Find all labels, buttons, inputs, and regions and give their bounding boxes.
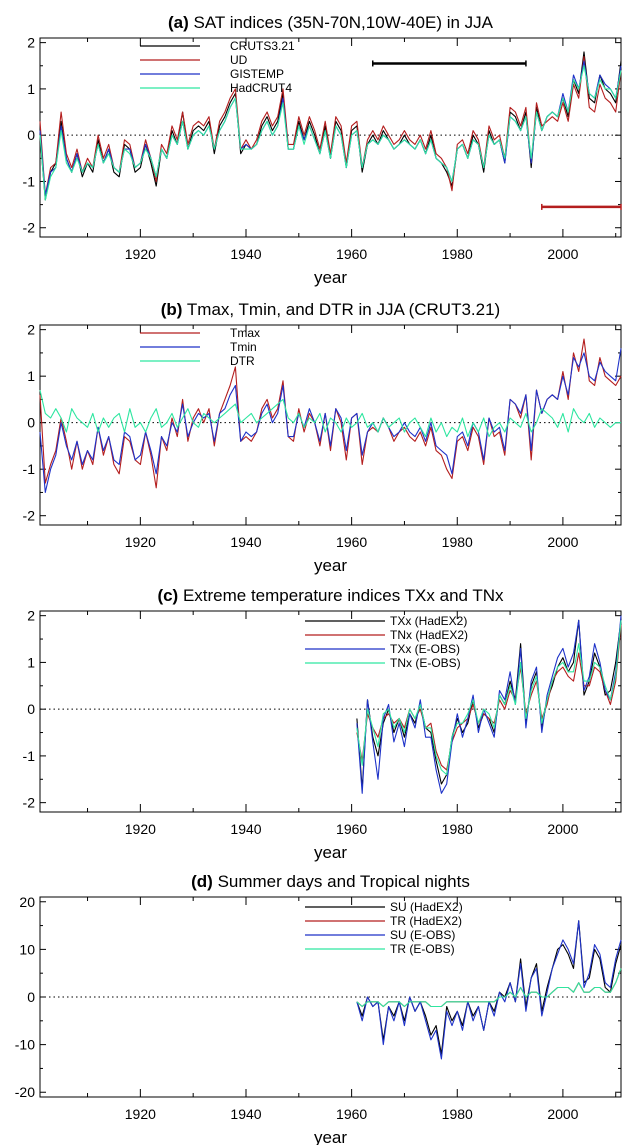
x-tick-label: 1980 xyxy=(442,1106,473,1122)
y-tick-label: 10 xyxy=(19,941,35,957)
y-tick-label: 1 xyxy=(27,81,35,97)
legend-label: DTR xyxy=(230,354,255,368)
y-tick-label: 2 xyxy=(27,35,35,51)
y-tick-label: -1 xyxy=(23,748,36,764)
panel-title-text: Extreme temperature indices TXx and TNx xyxy=(178,586,504,605)
legend-label: Tmin xyxy=(230,340,257,354)
x-tick-label: 1940 xyxy=(230,1106,261,1122)
legend-label: Tmax xyxy=(230,326,260,340)
panel-title-text: Tmax, Tmin, and DTR in JJA (CRUT3.21) xyxy=(182,300,500,319)
series-line-3 xyxy=(356,615,622,794)
legend-label: TNx (E-OBS) xyxy=(390,656,461,670)
plot-frame xyxy=(39,896,622,1098)
x-tick-label: 2000 xyxy=(547,246,578,262)
y-tick-label: 0 xyxy=(27,415,35,431)
legend-label: SU (E-OBS) xyxy=(390,928,455,942)
x-tick-label: 1920 xyxy=(125,1106,156,1122)
x-tick-label: 1960 xyxy=(336,246,367,262)
series-line-2 xyxy=(39,348,622,493)
y-tick-label: 1 xyxy=(27,654,35,670)
legend-label: TNx (HadEX2) xyxy=(390,628,468,642)
series-line-1 xyxy=(39,338,622,489)
series-line-4 xyxy=(356,620,622,776)
x-tick-label: 1980 xyxy=(442,534,473,550)
x-tick-label: 1920 xyxy=(125,821,156,837)
x-tick-label: 1920 xyxy=(125,534,156,550)
legend-label: UD xyxy=(230,53,248,67)
x-tick-label: 1940 xyxy=(230,246,261,262)
y-tick-label: 2 xyxy=(27,322,35,338)
panel-title-text: SAT indices (35N-70N,10W-40E) in JJA xyxy=(189,13,494,32)
y-tick-label: -2 xyxy=(23,508,36,524)
panel-title: (a) SAT indices (35N-70N,10W-40E) in JJA xyxy=(168,13,494,32)
x-tick-label: 2000 xyxy=(547,534,578,550)
x-axis-label: year xyxy=(314,556,347,575)
x-tick-label: 1960 xyxy=(336,1106,367,1122)
panel-label: (a) xyxy=(168,13,189,32)
y-tick-label: -20 xyxy=(15,1084,35,1100)
y-tick-label: 0 xyxy=(27,701,35,717)
legend-label: SU (HadEX2) xyxy=(390,900,463,914)
x-tick-label: 1940 xyxy=(230,821,261,837)
panel-title: (b) Tmax, Tmin, and DTR in JJA (CRUT3.21… xyxy=(161,300,500,319)
x-tick-label: 1940 xyxy=(230,534,261,550)
y-tick-label: 0 xyxy=(27,127,35,143)
x-tick-label: 1960 xyxy=(336,821,367,837)
y-tick-label: -2 xyxy=(23,220,36,236)
legend-label: CRUTS3.21 xyxy=(230,39,295,53)
x-tick-label: 1980 xyxy=(442,821,473,837)
legend-label: TXx (HadEX2) xyxy=(390,614,467,628)
panel-title: (d) Summer days and Tropical nights xyxy=(191,872,470,891)
x-tick-label: 2000 xyxy=(547,821,578,837)
plot-frame xyxy=(39,324,622,526)
x-axis-label: year xyxy=(314,1128,347,1145)
y-tick-label: 1 xyxy=(27,368,35,384)
y-tick-label: -1 xyxy=(23,173,36,189)
series-line-4 xyxy=(356,968,622,1008)
plot-frame xyxy=(39,610,622,813)
x-tick-label: 1980 xyxy=(442,246,473,262)
series-line-4 xyxy=(39,65,622,201)
series-line-3 xyxy=(39,389,621,438)
y-tick-label: -10 xyxy=(15,1037,35,1053)
panel-label: (d) xyxy=(191,872,213,891)
y-tick-label: 0 xyxy=(27,989,35,1005)
y-tick-label: -2 xyxy=(23,795,36,811)
y-tick-label: 2 xyxy=(27,608,35,624)
panel-label: (b) xyxy=(161,300,183,319)
x-axis-label: year xyxy=(314,843,347,862)
legend-label: TXx (E-OBS) xyxy=(390,642,460,656)
x-tick-label: 2000 xyxy=(547,1106,578,1122)
panel-title: (c) Extreme temperature indices TXx and … xyxy=(157,586,504,605)
series-line-2 xyxy=(39,55,622,196)
legend-label: HadCRUT4 xyxy=(230,81,292,95)
legend-label: TR (E-OBS) xyxy=(390,942,455,956)
legend-label: GISTEMP xyxy=(230,67,284,81)
x-axis-label: year xyxy=(314,268,347,287)
series-line-1 xyxy=(39,51,622,201)
y-tick-label: 20 xyxy=(19,894,35,910)
panel-label: (c) xyxy=(157,586,178,605)
panel-title-text: Summer days and Tropical nights xyxy=(213,872,470,891)
x-tick-label: 1920 xyxy=(125,246,156,262)
y-tick-label: -1 xyxy=(23,461,36,477)
x-tick-label: 1960 xyxy=(336,534,367,550)
legend-label: TR (HadEX2) xyxy=(390,914,462,928)
